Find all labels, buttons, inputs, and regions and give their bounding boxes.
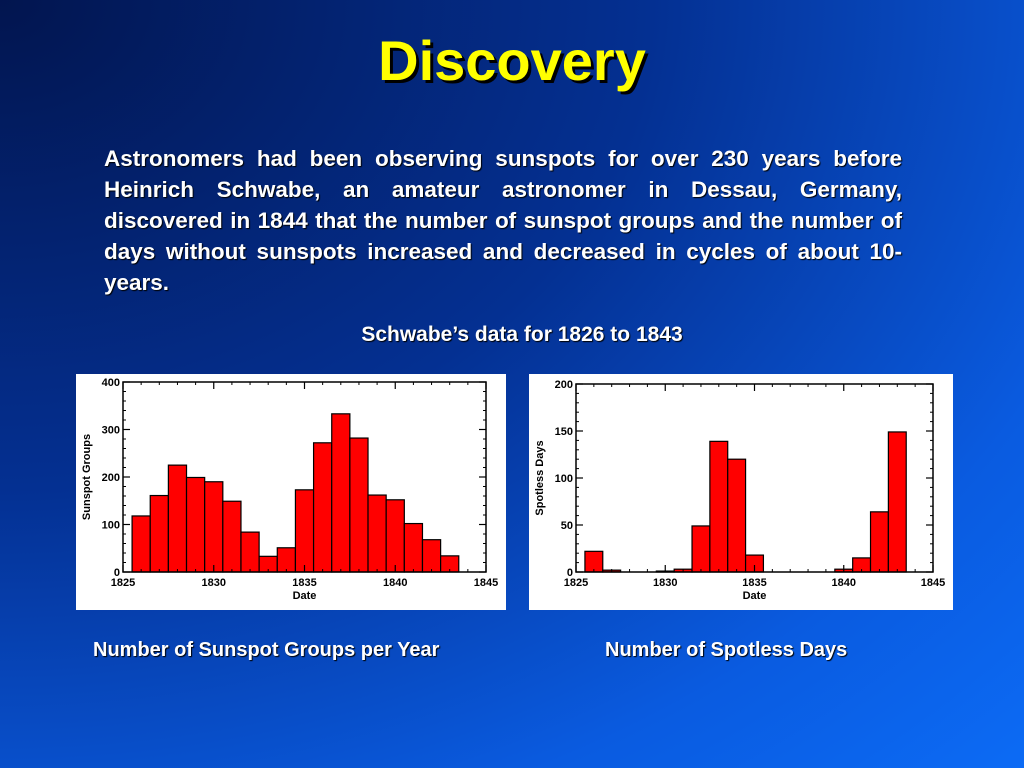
- y-tick-label: 0: [567, 567, 573, 579]
- y-tick-label: 100: [102, 520, 120, 532]
- bar-1842: [421, 539, 442, 573]
- caption-sunspot-groups: Number of Sunspot Groups per Year: [93, 639, 440, 661]
- x-tick-label: 1830: [653, 577, 677, 589]
- x-tick-label: 1845: [921, 577, 945, 589]
- slide-title: Discovery: [378, 29, 646, 92]
- x-tick-label: 1835: [742, 577, 766, 589]
- y-axis-label: Sunspot Groups: [81, 434, 93, 520]
- x-tick-label: 1840: [832, 577, 856, 589]
- bar-1831: [222, 500, 242, 573]
- y-tick-label: 150: [555, 426, 573, 438]
- x-axis-label: Date: [743, 590, 767, 602]
- bar-1842: [869, 511, 889, 573]
- bar-1834: [727, 458, 747, 573]
- y-tick-label: 400: [102, 377, 120, 389]
- x-tick-label: 1845: [474, 577, 498, 589]
- y-axis-label: Spotless Days: [534, 440, 546, 515]
- x-tick-label: 1825: [564, 577, 588, 589]
- bar-1830: [204, 481, 224, 573]
- y-tick-label: 0: [114, 567, 120, 579]
- y-tick-label: 100: [555, 473, 573, 485]
- bar-1834: [276, 547, 297, 573]
- sunspot-groups-chart-panel: 1825 1830 1835 1840 1845 0 100 200 300 400 Date Sun…: [76, 374, 506, 610]
- bar-1838: [349, 437, 369, 573]
- y-tick-label: 300: [102, 425, 120, 437]
- x-tick-label: 1830: [202, 577, 226, 589]
- bar-1841: [403, 522, 424, 573]
- bar-1829: [185, 476, 206, 573]
- x-tick-label: 1840: [383, 577, 407, 589]
- y-tick-label: 200: [102, 472, 120, 484]
- bar-1826: [131, 515, 151, 573]
- x-tick-label: 1835: [292, 577, 316, 589]
- bar-1837: [331, 413, 351, 573]
- charts-subtitle: Schwabe’s data for 1826 to 1843: [361, 323, 683, 346]
- bar-1839: [367, 494, 387, 573]
- y-tick-label: 200: [555, 379, 573, 391]
- caption-spotless-days: Number of Spotless Days: [605, 639, 848, 661]
- y-tick-label: 50: [561, 520, 573, 532]
- body-paragraph: Astronomers had been observing sunspots …: [104, 146, 902, 295]
- sunspot-groups-chart: 1825 1830 1835 1840 1845 0 100 200 300 400 Date Sun…: [81, 377, 498, 602]
- bar-1840: [385, 499, 405, 573]
- bar-1835: [294, 489, 315, 573]
- bar-1826: [584, 550, 604, 573]
- bar-1843: [887, 431, 907, 573]
- bar-1827: [149, 494, 169, 573]
- bar-1836: [312, 442, 333, 573]
- x-tick-label: 1825: [111, 577, 135, 589]
- bar-1828: [167, 464, 188, 573]
- bar-1832: [691, 525, 711, 573]
- bar-1833: [709, 440, 729, 573]
- spotless-days-chart: 1825 1830 1835 1840 1845 0 50 100 150 200 Date Spot…: [534, 379, 945, 602]
- x-axis-label: Date: [293, 590, 317, 602]
- spotless-days-chart-panel: 1825 1830 1835 1840 1845 0 50 100 150 200 Date Spot…: [529, 374, 953, 610]
- bar-1832: [240, 531, 260, 573]
